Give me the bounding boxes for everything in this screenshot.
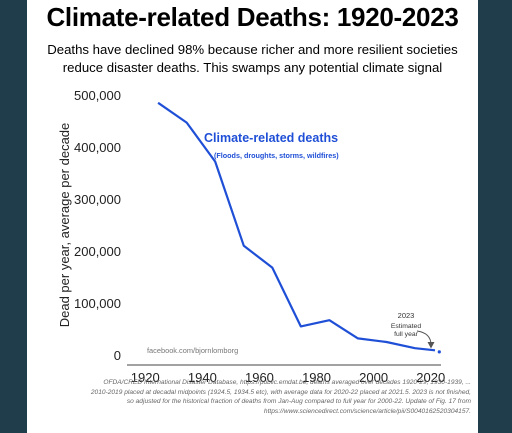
chart-subtitle: Deaths have declined 98% because richer … xyxy=(31,41,474,77)
estimate-label-line-1: Estimated xyxy=(391,323,421,330)
estimate-label-line-2: full year xyxy=(394,331,419,338)
y-tick-label-0: 0 xyxy=(114,348,121,363)
x-tick-labels: 1920 1940 1960 1980 2000 2020 xyxy=(131,370,445,385)
source-footnote: OFDA/CRED International Disaster Databas… xyxy=(90,379,471,415)
y-tick-label-200000: 200,000 xyxy=(74,244,121,259)
series-sublabel: (Floods, droughts, storms, wildfires) xyxy=(214,151,339,160)
estimate-arrowhead xyxy=(427,342,435,349)
x-tick-label-2020: 2020 xyxy=(416,370,445,385)
series-label: Climate-related deaths xyxy=(204,131,338,145)
y-tick-label-100000: 100,000 xyxy=(74,296,121,311)
subtitle-line-1: Deaths have declined 98% because richer … xyxy=(47,42,458,57)
line-chart: Dead per year, average per decade 0 100,0… xyxy=(57,88,445,385)
estimate-point-2023 xyxy=(437,350,441,354)
x-tick-label-2000: 2000 xyxy=(359,370,388,385)
x-tick-label-1980: 1980 xyxy=(302,370,331,385)
y-tick-label-400000: 400,000 xyxy=(74,140,121,155)
x-tick-label-1920: 1920 xyxy=(131,370,160,385)
y-tick-label-500000: 500,000 xyxy=(74,88,121,103)
watermark-text: facebook.com/bjornlomborg xyxy=(147,346,238,355)
estimate-label-year: 2023 xyxy=(398,311,415,320)
x-tick-label-1940: 1940 xyxy=(188,370,217,385)
y-tick-labels: 0 100,000 200,000 300,000 400,000 500,000 xyxy=(74,88,121,363)
series-line-climate-deaths xyxy=(157,101,436,352)
chart-card: Climate-related Deaths: 1920-2023 Deaths… xyxy=(27,0,478,433)
y-axis-title: Dead per year, average per decade xyxy=(57,123,72,328)
chart-title: Climate-related Deaths: 1920-2023 xyxy=(46,2,459,32)
y-tick-label-300000: 300,000 xyxy=(74,192,121,207)
y-axis-title-group: Dead per year, average per decade xyxy=(57,123,72,328)
x-tick-label-1960: 1960 xyxy=(245,370,274,385)
subtitle-line-2: reduce disaster deaths. This swamps any … xyxy=(62,60,443,75)
